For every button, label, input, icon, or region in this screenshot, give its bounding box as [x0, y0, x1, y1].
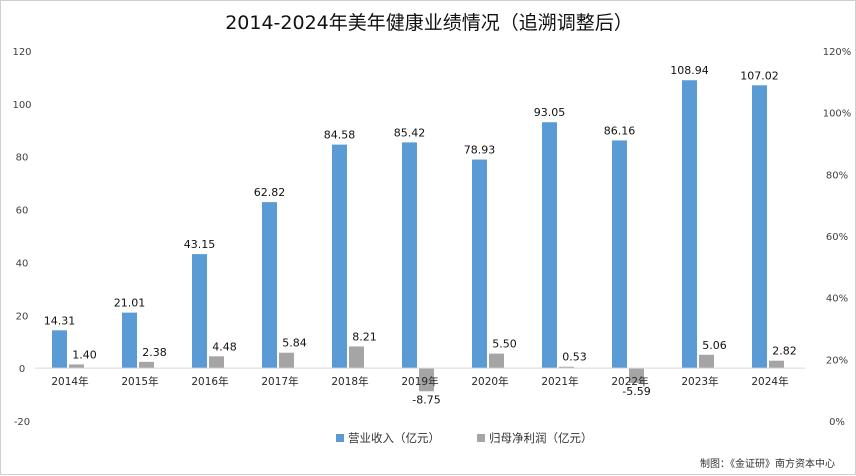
profit-data-label: 8.21: [352, 330, 377, 343]
profit-bar: [139, 361, 154, 369]
revenue-bar: [612, 140, 627, 369]
profit-bar: [349, 346, 364, 369]
legend-label: 归母净利润（亿元）: [489, 431, 593, 445]
profit-bar: [209, 356, 224, 369]
right-y-axis: 0% 20% 40% 60% 80% 100% 120%: [823, 47, 852, 428]
y2-tick-label: 0%: [829, 417, 845, 428]
profit-data-label: -5.59: [622, 385, 650, 398]
y-tick-label: 100: [12, 100, 31, 111]
profit-bar: [699, 354, 714, 369]
y-tick-label: 0: [19, 364, 25, 375]
y2-tick-label: 40%: [826, 294, 848, 305]
revenue-bar: [752, 85, 767, 369]
profit-data-label: 5.84: [282, 337, 307, 350]
revenue-bar: [332, 144, 347, 369]
revenue-bar: [262, 202, 277, 369]
profit-data-label: 5.06: [702, 339, 727, 352]
y2-tick-label: 60%: [826, 232, 848, 243]
y2-tick-label: 20%: [826, 355, 848, 366]
revenue-data-label: 78.93: [464, 144, 496, 157]
profit-bar: [769, 360, 784, 369]
profit-data-label: 4.48: [212, 340, 237, 353]
profit-data-label: 2.38: [142, 346, 167, 359]
plot-area: 14.31 1.40 21.01 2.38 43.15 4.48 62.82 5.84 84.5…: [35, 64, 805, 406]
x-tick-label: 2022年: [611, 375, 648, 388]
y-tick-label: 60: [16, 206, 29, 217]
revenue-bar: [542, 122, 557, 369]
x-tick-label: 2023年: [681, 375, 718, 388]
profit-data-label: 2.82: [772, 345, 797, 358]
x-tick-label: 2015年: [121, 375, 158, 388]
revenue-data-label: 43.15: [184, 238, 216, 251]
revenue-bar: [682, 80, 697, 369]
profit-data-label: 1.40: [72, 348, 97, 361]
x-tick-label: 2017年: [261, 375, 298, 388]
revenue-data-label: 107.02: [740, 69, 779, 82]
x-tick-label: 2024年: [751, 375, 788, 388]
profit-bar: [69, 364, 84, 369]
x-tick-label: 2020年: [471, 375, 508, 388]
x-tick-label: 2018年: [331, 375, 368, 388]
y2-tick-label: 80%: [826, 170, 848, 181]
revenue-data-label: 86.16: [604, 124, 636, 137]
left-y-axis: -20 0 20 40 60 80 100 120: [12, 47, 31, 428]
revenue-data-label: 84.58: [324, 129, 356, 142]
revenue-bar: [472, 159, 487, 369]
y2-tick-label: 100%: [823, 109, 852, 120]
profit-data-label: 0.53: [562, 351, 587, 364]
revenue-bar: [52, 330, 67, 369]
source-credit: 制图：《金证研》南方资本中心: [700, 457, 835, 470]
y-tick-label: 120: [12, 47, 31, 58]
y-tick-label: 80: [16, 153, 29, 164]
x-tick-label: 2016年: [191, 375, 228, 388]
revenue-data-label: 62.82: [254, 186, 286, 199]
revenue-bar: [122, 312, 137, 369]
revenue-data-label: 21.01: [114, 297, 146, 310]
profit-bar: [419, 368, 434, 392]
profit-data-label: -8.75: [412, 393, 440, 406]
y-tick-label: 20: [16, 311, 29, 322]
y2-tick-label: 120%: [823, 47, 852, 58]
x-tick-label: 2014年: [51, 375, 88, 388]
revenue-bar: [402, 142, 417, 369]
revenue-bar: [192, 254, 207, 369]
y-tick-label: -20: [14, 417, 30, 428]
x-axis: 2014年 2015年 2016年 2017年 2018年 2019年 2020年 2021年…: [51, 375, 788, 388]
profit-bar: [279, 352, 294, 369]
revenue-data-label: 14.31: [44, 314, 76, 327]
legend-swatch: [336, 434, 344, 442]
profit-bar: [489, 353, 504, 369]
revenue-data-label: 93.05: [534, 106, 566, 119]
legend-swatch: [477, 434, 485, 442]
revenue-data-label: 85.42: [394, 126, 426, 139]
legend-label: 营业收入（亿元）: [348, 431, 440, 445]
profit-data-label: 5.50: [492, 338, 517, 351]
profit-bar: [629, 368, 644, 383]
revenue-data-label: 108.94: [670, 64, 709, 77]
chart-title: 2014-2024年美年健康业绩情况（追溯调整后）: [225, 12, 633, 34]
legend: 营业收入（亿元） 归母净利润（亿元）: [336, 431, 593, 445]
profit-bar: [559, 366, 574, 369]
x-tick-label: 2021年: [541, 375, 578, 388]
x-tick-label: 2019年: [401, 375, 438, 388]
y-tick-label: 40: [16, 258, 29, 269]
